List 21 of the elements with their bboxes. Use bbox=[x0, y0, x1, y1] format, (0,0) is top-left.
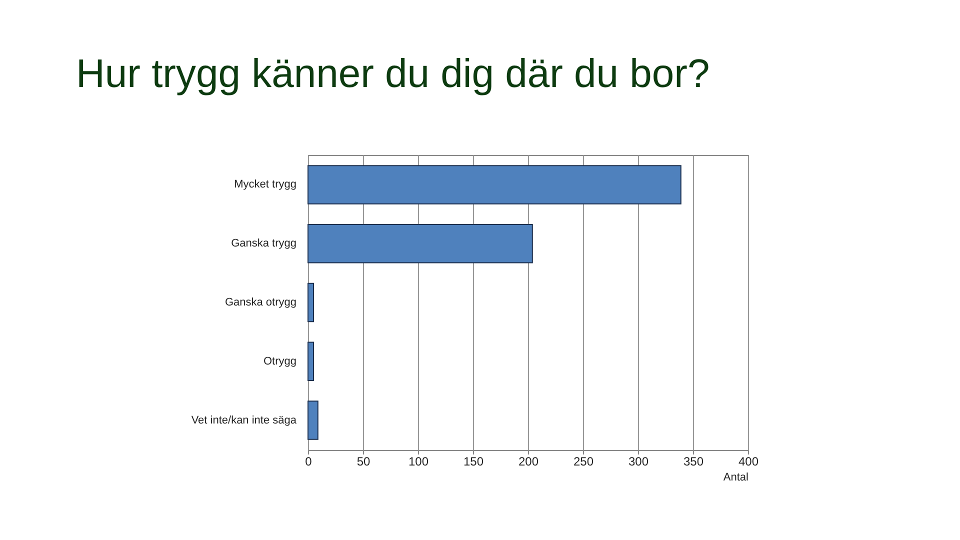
y-tick-label: Mycket trygg bbox=[234, 178, 296, 191]
x-tick-label: 150 bbox=[463, 454, 484, 468]
bar bbox=[308, 282, 314, 322]
x-tick-label: 0 bbox=[305, 454, 312, 468]
x-tick-label: 400 bbox=[738, 454, 759, 468]
x-tick-label: 200 bbox=[518, 454, 539, 468]
x-tick-label: 350 bbox=[683, 454, 704, 468]
bar bbox=[308, 400, 318, 440]
y-tick-label: Ganska trygg bbox=[231, 238, 296, 250]
bar bbox=[308, 342, 314, 382]
y-tick-label: Vet inte/kan inte säga bbox=[191, 414, 298, 426]
bar bbox=[308, 165, 682, 204]
x-tick-label: 250 bbox=[573, 454, 594, 468]
y-tick-label: Otrygg bbox=[263, 355, 296, 368]
x-tick-label: 100 bbox=[408, 454, 429, 468]
bar bbox=[308, 224, 533, 264]
chart-title: Hur trygg känner du dig där du bor? bbox=[76, 52, 710, 97]
x-axis-title: Antal bbox=[723, 472, 748, 484]
x-tick-label: 300 bbox=[628, 454, 649, 468]
y-tick-label: Ganska otrygg bbox=[224, 296, 296, 308]
x-tick-label: 50 bbox=[356, 454, 370, 468]
